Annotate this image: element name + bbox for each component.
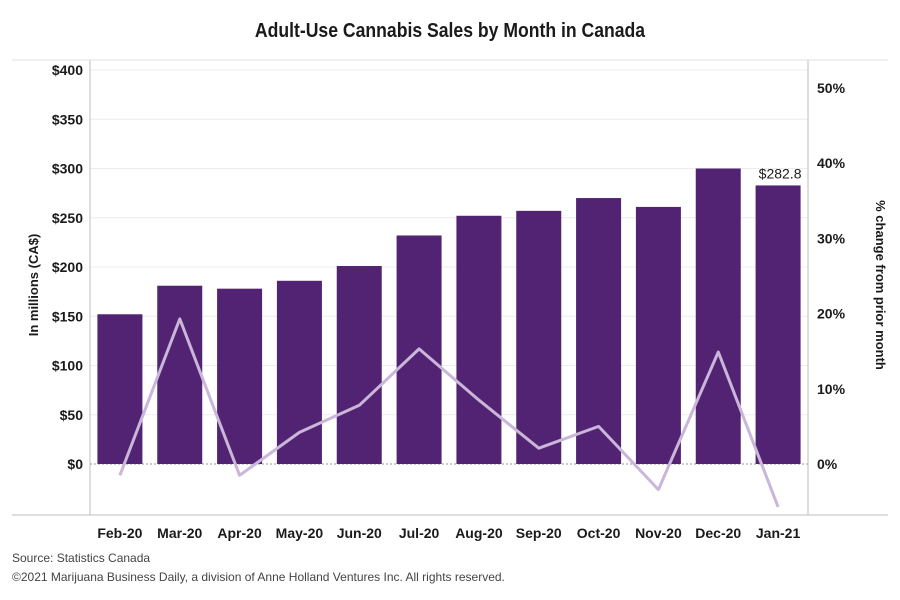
bar-dec-20 [695,168,741,464]
x-tick-label: Feb-20 [97,525,142,541]
chart-title: Adult-Use Cannabis Sales by Month in Can… [254,20,646,42]
y2-tick-label: 50% [817,80,846,96]
bar-nov-20 [635,206,681,465]
y-tick-label: $150 [52,308,83,324]
y2-tick-label: 10% [817,381,846,397]
bar-may-20 [276,280,322,464]
gridlines [90,69,808,465]
y-tick-label: $350 [52,111,83,127]
bar-jun-20 [336,266,382,464]
y-tick-label: $200 [52,259,83,275]
y2-tick-label: 30% [817,230,846,246]
x-tick-label: Jun-20 [337,525,382,541]
bar-mar-20 [157,285,203,464]
x-tick-label: May-20 [276,525,324,541]
x-tick-label: Aug-20 [455,525,503,541]
x-tick-label: Jul-20 [399,525,440,541]
x-tick-label: Sep-20 [516,525,562,541]
x-tick-label: Apr-20 [217,525,262,541]
bar-feb-20 [97,314,143,464]
line-series [118,317,780,508]
y-tick-label: $250 [52,210,83,226]
copyright-note: ©2021 Marijuana Business Daily, a divisi… [12,570,505,584]
y-tick-label: $300 [52,161,83,177]
bar-aug-20 [456,215,502,464]
bar-jan-21 [755,185,801,464]
axis-labels: $0 $50 $100 $150 $200 $250 $300 $350 $400 0% 10% 20… [26,62,888,541]
bar-oct-20 [576,198,622,465]
bar-sep-20 [516,210,562,464]
y2-tick-label: 0% [817,456,838,472]
y-tick-label: $400 [52,62,83,78]
y2-tick-label: 20% [817,306,846,322]
axes [12,59,888,516]
source-note: Source: Statistics Canada [12,551,151,565]
x-tick-label: Mar-20 [157,525,202,541]
bar-data-label: $282.8 [759,165,802,181]
x-tick-label: Jan-21 [756,525,801,541]
y-tick-label: $0 [67,456,83,472]
x-tick-label: Nov-20 [635,525,682,541]
y2-tick-label: 40% [817,155,846,171]
pct-change-line [118,317,780,508]
y-tick-label: $100 [52,358,83,374]
y2-axis-title: % change from prior month [873,200,888,370]
x-tick-label: Dec-20 [695,525,741,541]
y-axis-title: In millions (CA$) [26,234,41,337]
y-tick-label: $50 [60,407,84,423]
x-tick-label: Oct-20 [577,525,621,541]
